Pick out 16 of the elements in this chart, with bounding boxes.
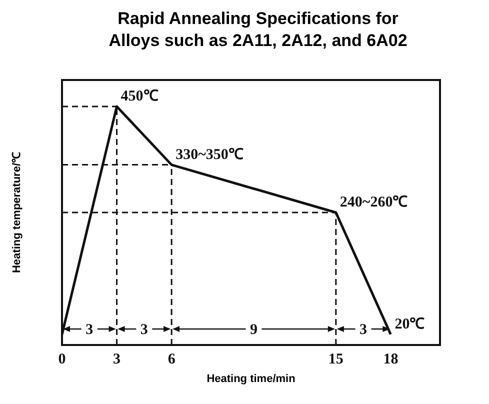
y-axis-title: Heating temperature/℃ <box>10 152 24 274</box>
data-label: 450℃ <box>120 88 158 104</box>
annotation: 240~260℃ <box>340 194 408 210</box>
annotation: 9 <box>250 322 258 338</box>
x-axis-title: Heating time/min <box>206 373 296 385</box>
data-label: 20℃ <box>394 316 425 332</box>
x-tick-label: 6 <box>168 352 176 368</box>
x-tick-label: 3 <box>113 352 121 368</box>
x-tick-label: 0 <box>58 352 66 368</box>
x-tick-label: 18 <box>383 352 398 368</box>
annotation: 3 <box>360 322 368 338</box>
annotation: 330~350℃ <box>176 146 244 163</box>
x-tick-label: 15 <box>328 352 344 368</box>
chart-title: Rapid Annealing Specifications for Alloys such as 2A11, 2A12, and 6A02 <box>108 8 408 52</box>
annotation: 3 <box>86 322 94 338</box>
annotation: 3 <box>140 322 148 338</box>
